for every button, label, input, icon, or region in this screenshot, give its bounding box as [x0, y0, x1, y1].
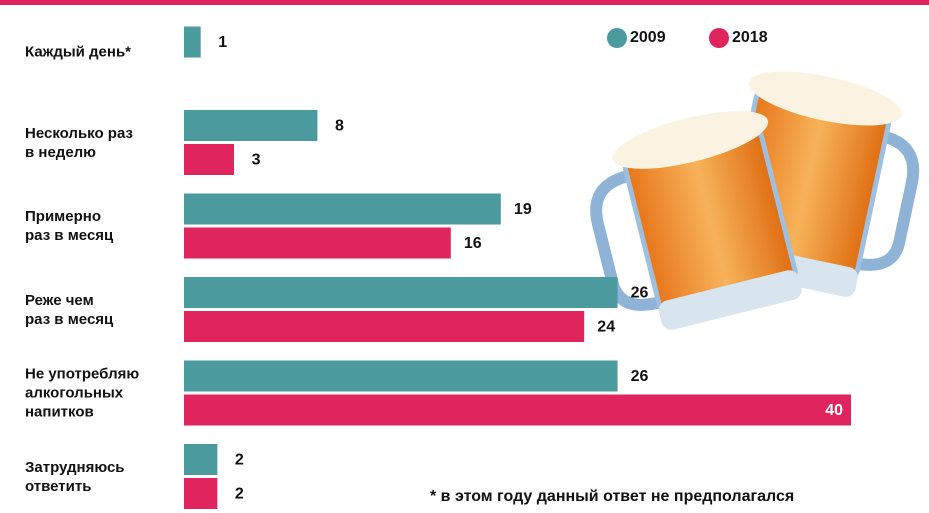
- value-label: 19: [514, 201, 532, 218]
- legend-swatch: [607, 28, 627, 48]
- bar: [184, 361, 618, 392]
- category-label: Каждый день*: [25, 43, 131, 62]
- category-label: Примерно раз в месяц: [25, 207, 113, 245]
- bar: [184, 444, 217, 475]
- value-label: 2: [235, 452, 244, 469]
- bar: [184, 311, 584, 342]
- bar: [184, 395, 851, 426]
- page: * в этом году данный ответ не предполага…: [0, 0, 929, 513]
- category-label: Реже чем раз в месяц: [25, 291, 113, 329]
- value-label: 8: [335, 118, 344, 135]
- legend-swatch: [709, 28, 729, 48]
- value-label: 24: [597, 319, 615, 336]
- value-label: 2: [235, 486, 244, 503]
- bar: [184, 27, 201, 58]
- legend-label: 2009: [630, 29, 666, 46]
- bar: [184, 478, 217, 509]
- value-label: 40: [825, 402, 843, 419]
- chart: * в этом году данный ответ не предполага…: [0, 0, 929, 513]
- legend-label: 2018: [732, 29, 768, 46]
- top-stripe: [0, 0, 929, 5]
- bar: [184, 110, 317, 141]
- value-label: 26: [631, 285, 649, 302]
- bar: [184, 277, 618, 308]
- category-label: Несколько раз в неделю: [25, 124, 133, 162]
- footnote: * в этом году данный ответ не предполага…: [430, 488, 794, 505]
- bar: [184, 194, 501, 225]
- bar: [184, 228, 451, 259]
- category-label: Затрудняюсь ответить: [25, 458, 125, 496]
- value-label: 16: [464, 235, 482, 252]
- bar: [184, 144, 234, 175]
- value-label: 26: [631, 368, 649, 385]
- category-label: Не употребляю алкогольных напитков: [25, 365, 139, 422]
- value-label: 3: [252, 152, 261, 169]
- value-label: 1: [218, 34, 227, 51]
